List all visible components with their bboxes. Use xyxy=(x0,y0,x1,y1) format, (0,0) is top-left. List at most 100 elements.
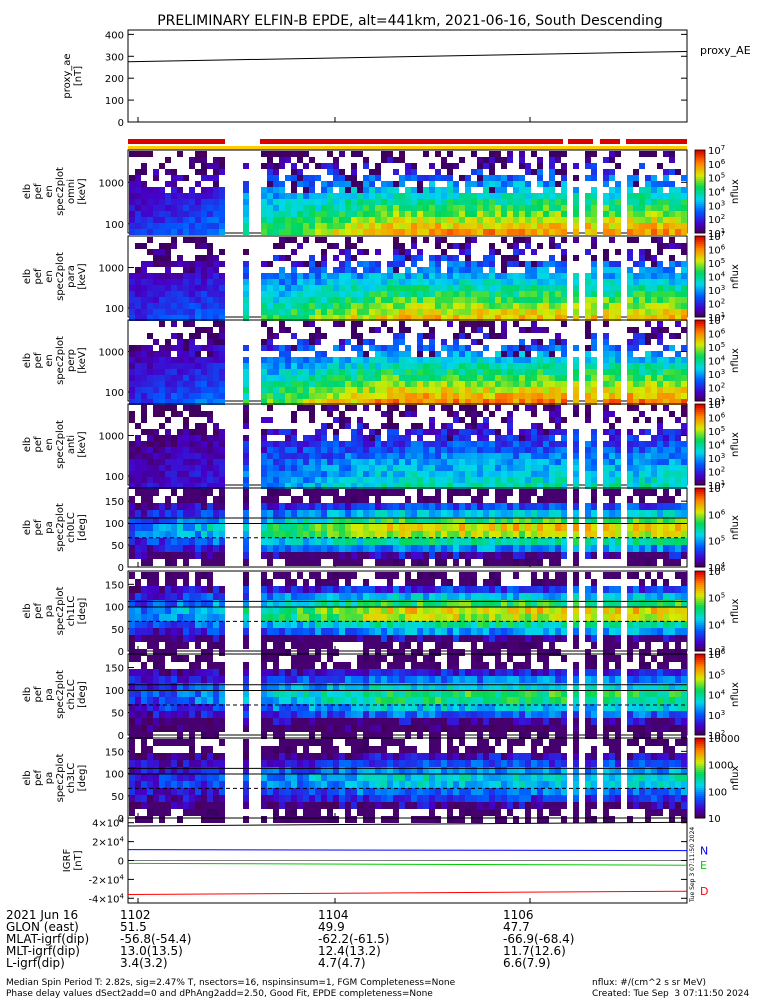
spectrogram-cell xyxy=(633,417,639,423)
spectrogram-cell xyxy=(261,339,267,345)
spectrogram-cell xyxy=(213,524,219,531)
spectrogram-cell xyxy=(171,297,177,303)
spectrogram-cell xyxy=(201,369,207,375)
spectrogram-cell xyxy=(405,351,411,357)
spectrogram-cell xyxy=(363,489,369,496)
spectrogram-cell xyxy=(201,471,207,477)
spectrogram-cell xyxy=(219,524,225,531)
spectrogram-cell xyxy=(219,399,225,405)
spectrogram-cell xyxy=(417,453,423,459)
colorbar-tick-label: 106 xyxy=(708,508,726,521)
panel-energy_anti: elb pef en spec2plot anti [keV]10010001011021… xyxy=(22,398,741,492)
spectrogram-cell xyxy=(417,217,423,223)
spectrogram-cell xyxy=(447,357,453,363)
spectrogram-cell xyxy=(489,187,495,193)
spectrogram-cell xyxy=(183,531,189,538)
spectrogram-cell xyxy=(513,193,519,199)
spectrogram-cell xyxy=(153,503,159,510)
spectrogram-cell xyxy=(399,261,405,267)
spectrogram-cell xyxy=(279,399,285,405)
spectrogram-cell xyxy=(363,531,369,538)
spectrogram-cell xyxy=(543,483,549,489)
spectrogram-cell xyxy=(375,229,381,235)
spectrogram-cell xyxy=(243,447,249,453)
spectrogram-cell xyxy=(291,223,297,229)
spectrogram-cell xyxy=(537,538,543,545)
spectrogram-cell xyxy=(645,205,651,211)
spectrogram-cell xyxy=(555,517,561,524)
colorbar-step xyxy=(695,438,705,441)
spectrogram-cell xyxy=(141,411,147,417)
spectrogram-cell xyxy=(675,417,681,423)
spectrogram-cell xyxy=(441,447,447,453)
spectrogram-cell xyxy=(543,273,549,279)
spectrogram-cell xyxy=(417,375,423,381)
spectrogram-cell xyxy=(627,327,633,333)
spectrogram-cell xyxy=(399,369,405,375)
spectrogram-cell xyxy=(495,496,501,503)
spectrogram-cell xyxy=(147,441,153,447)
spectrogram-cell xyxy=(243,381,249,387)
spectrogram-cell xyxy=(465,503,471,510)
colorbar-step xyxy=(695,336,705,339)
spectrogram-cell xyxy=(675,435,681,441)
spectrogram-cell xyxy=(507,205,513,211)
spectrogram-cell xyxy=(669,363,675,369)
spectrogram-cell xyxy=(399,157,405,163)
spectrogram-cell xyxy=(381,223,387,229)
spectrogram-cell xyxy=(309,435,315,441)
spectrogram-cell xyxy=(243,399,249,405)
y-label-line: anti xyxy=(66,435,77,454)
spectrogram-cell xyxy=(435,303,441,309)
spectrogram-cell xyxy=(525,315,531,321)
spectrogram-cell xyxy=(147,357,153,363)
panel-energy_perp: elb pef en spec2plot perp [keV]10010001011021… xyxy=(22,314,741,408)
spectrogram-cell xyxy=(633,459,639,465)
spectrogram-cell xyxy=(357,249,363,255)
spectrogram-cell xyxy=(171,273,177,279)
spectrogram-cell xyxy=(291,169,297,175)
spectrogram-cell xyxy=(525,393,531,399)
spectrogram-cell xyxy=(507,369,513,375)
spectrogram-cell xyxy=(159,399,165,405)
spectrogram-cell xyxy=(561,211,567,217)
spectrogram-cell xyxy=(411,559,417,566)
spectrogram-cell xyxy=(513,309,519,315)
spectrogram-cell xyxy=(483,205,489,211)
spectrogram-cell xyxy=(537,363,543,369)
spectrogram-cell xyxy=(279,297,285,303)
spectrogram-cell xyxy=(135,459,141,465)
spectrogram-cell xyxy=(405,510,411,517)
spectrogram-cell xyxy=(321,223,327,229)
spectrogram-cell xyxy=(267,223,273,229)
spectrogram-cell xyxy=(387,423,393,429)
spectrogram-cell xyxy=(675,510,681,517)
spectrogram-cell xyxy=(303,387,309,393)
spectrogram-cell xyxy=(537,267,543,273)
spectrogram-cell xyxy=(585,545,591,552)
spectrogram-cell xyxy=(285,285,291,291)
spectrogram-cell xyxy=(261,199,267,205)
spectrogram-cell xyxy=(219,465,225,471)
spectrogram-cell xyxy=(153,187,159,193)
spectrogram-cell xyxy=(603,477,609,483)
spectrogram-cell xyxy=(213,545,219,552)
spectrogram-cell xyxy=(585,441,591,447)
spectrogram-cell xyxy=(201,175,207,181)
spectrogram-cell xyxy=(537,369,543,375)
spectrogram-cell xyxy=(657,315,663,321)
spectrogram-cell xyxy=(135,229,141,235)
spectrogram-cell xyxy=(201,363,207,369)
spectrogram-cell xyxy=(453,483,459,489)
spectrogram-cell xyxy=(165,157,171,163)
spectrogram-cell xyxy=(165,199,171,205)
spectrogram-cell xyxy=(189,303,195,309)
spectrogram-cell xyxy=(669,199,675,205)
spectrogram-cell xyxy=(219,229,225,235)
spectrogram-cell xyxy=(243,435,249,441)
spectrogram-cell xyxy=(435,357,441,363)
spectrogram-cell xyxy=(639,249,645,255)
spectrogram-cell xyxy=(201,459,207,465)
spectrogram-cell xyxy=(585,363,591,369)
spectrogram-cell xyxy=(405,363,411,369)
